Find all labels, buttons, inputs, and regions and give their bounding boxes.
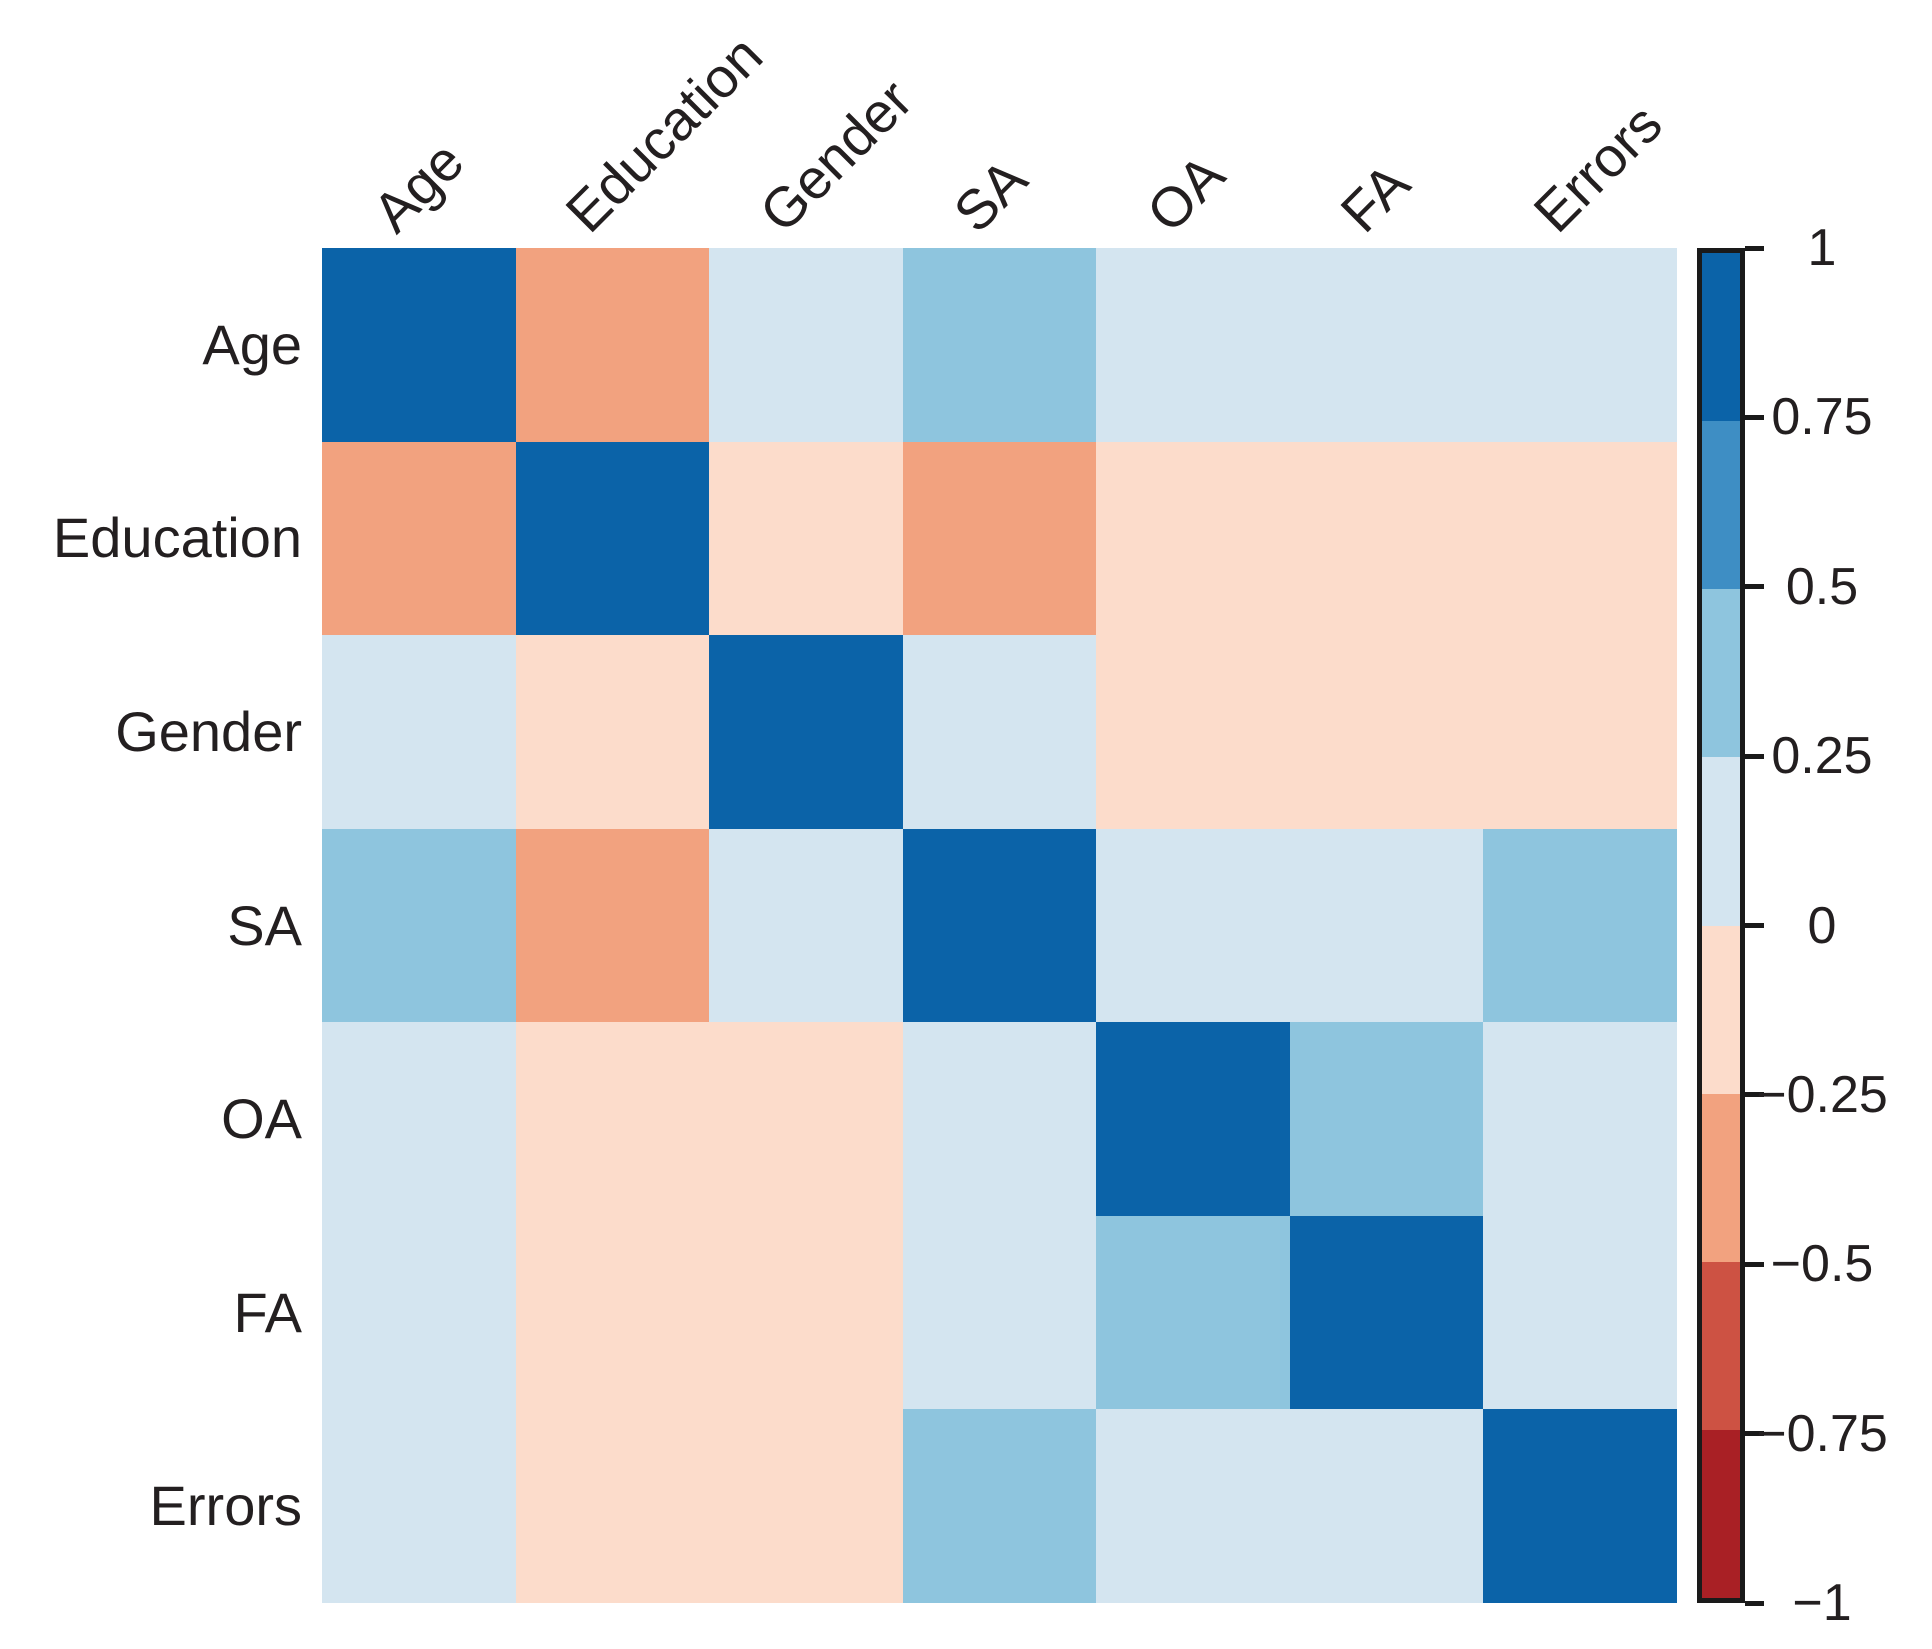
colorbar-tick-label-0.75: 0.75 — [1771, 388, 1873, 447]
colorbar-segment--0.75-to--0.5 — [1702, 1261, 1740, 1430]
heatmap-cell-Gender-Errors — [1483, 635, 1677, 829]
heatmap-cell-Gender-OA — [1096, 635, 1290, 829]
colorbar-tick-label--1: −1 — [1792, 1574, 1852, 1632]
heatmap-cell-SA-Gender — [709, 828, 903, 1023]
heatmap-cell-Education-FA — [1289, 441, 1484, 636]
row-label-SA: SA — [227, 893, 302, 957]
colorbar — [1697, 248, 1745, 1603]
heatmap-cell-FA-Age — [322, 1215, 516, 1410]
column-label-Education: Education — [553, 23, 775, 245]
colorbar-segment-0.75-to-1 — [1702, 253, 1740, 422]
colorbar-segment-0.25-to-0.5 — [1702, 589, 1740, 758]
heatmap-cell-FA-Education — [515, 1215, 710, 1410]
heatmap-cell-Age-Errors — [1483, 248, 1677, 442]
heatmap-cell-OA-Gender — [709, 1022, 903, 1216]
heatmap-cell-FA-SA — [902, 1215, 1097, 1410]
colorbar-tick-0.75 — [1745, 414, 1764, 420]
heatmap-cell-Education-Gender — [709, 441, 903, 636]
colorbar-tick--1 — [1745, 1600, 1764, 1606]
colorbar-tick-label--0.5: −0.5 — [1770, 1235, 1874, 1294]
colorbar-tick-1 — [1745, 245, 1764, 251]
heatmap-cell-SA-Age — [322, 828, 516, 1023]
column-label-SA: SA — [940, 146, 1039, 244]
row-label-FA: FA — [233, 1280, 302, 1344]
colorbar-segment-0.5-to-0.75 — [1702, 421, 1740, 590]
colorbar-tick-0.25 — [1745, 753, 1764, 759]
column-label-FA: FA — [1328, 151, 1422, 244]
column-label-OA: OA — [1134, 142, 1237, 244]
column-label-Gender: Gender — [747, 67, 925, 244]
colorbar-tick-label-0: 0 — [1807, 896, 1837, 955]
heatmap-cell-OA-Errors — [1483, 1022, 1677, 1216]
heatmap-cell-Errors-Errors — [1483, 1409, 1677, 1603]
heatmap-cell-Errors-SA — [902, 1409, 1097, 1603]
heatmap-cell-SA-OA — [1096, 828, 1290, 1023]
heatmap-cell-Errors-Education — [515, 1409, 710, 1603]
heatmap-grid — [322, 248, 1677, 1603]
heatmap-cell-FA-FA — [1289, 1215, 1484, 1410]
colorbar-tick--0.5 — [1745, 1261, 1764, 1267]
heatmap-cell-Education-SA — [902, 441, 1097, 636]
heatmap-cell-Errors-FA — [1289, 1409, 1484, 1603]
heatmap-cell-Age-Gender — [709, 248, 903, 442]
colorbar-tick-label-0.25: 0.25 — [1771, 727, 1873, 786]
heatmap-cell-OA-SA — [902, 1022, 1097, 1216]
heatmap-cell-Age-FA — [1289, 248, 1484, 442]
colorbar-segment--0.25-to-0 — [1702, 925, 1740, 1094]
heatmap-cell-OA-Education — [515, 1022, 710, 1216]
heatmap-cell-Education-Education — [515, 441, 710, 636]
colorbar-tick-label--0.25: −0.25 — [1756, 1065, 1888, 1124]
colorbar-segment--0.5-to--0.25 — [1702, 1093, 1740, 1262]
heatmap-cell-OA-FA — [1289, 1022, 1484, 1216]
heatmap-cell-Age-Education — [515, 248, 710, 442]
colorbar-segment--1-to--0.75 — [1702, 1429, 1740, 1598]
heatmap-cell-FA-Gender — [709, 1215, 903, 1410]
row-label-Education: Education — [52, 506, 302, 570]
colorbar-segment-0-to-0.25 — [1702, 757, 1740, 926]
colorbar-tick-label--0.75: −0.75 — [1756, 1404, 1888, 1463]
colorbar-tick-0.5 — [1745, 584, 1764, 590]
heatmap-cell-Age-OA — [1096, 248, 1290, 442]
column-label-Errors: Errors — [1521, 91, 1675, 244]
heatmap-cell-Errors-OA — [1096, 1409, 1290, 1603]
heatmap-cell-OA-OA — [1096, 1022, 1290, 1216]
heatmap-cell-Gender-SA — [902, 635, 1097, 829]
heatmap-cell-Errors-Gender — [709, 1409, 903, 1603]
heatmap-cell-Education-Errors — [1483, 441, 1677, 636]
heatmap-cell-Education-OA — [1096, 441, 1290, 636]
row-label-Age: Age — [202, 312, 302, 376]
heatmap-cell-Errors-Age — [322, 1409, 516, 1603]
heatmap-cell-FA-OA — [1096, 1215, 1290, 1410]
row-label-Gender: Gender — [115, 699, 302, 763]
heatmap-cell-SA-Education — [515, 828, 710, 1023]
colorbar-tick--0.25 — [1745, 1092, 1764, 1098]
heatmap-cell-OA-Age — [322, 1022, 516, 1216]
heatmap-cell-Gender-Age — [322, 635, 516, 829]
colorbar-tick-label-0.5: 0.5 — [1785, 557, 1859, 616]
colorbar-tick-0 — [1745, 923, 1764, 928]
heatmap-cell-FA-Errors — [1483, 1215, 1677, 1410]
heatmap-cell-SA-FA — [1289, 828, 1484, 1023]
heatmap-cell-SA-SA — [902, 828, 1097, 1023]
heatmap-cell-Gender-Gender — [709, 635, 903, 829]
heatmap-cell-Gender-FA — [1289, 635, 1484, 829]
heatmap-cell-Age-Age — [322, 248, 516, 442]
column-label-Age: Age — [360, 128, 476, 244]
heatmap-cell-SA-Errors — [1483, 828, 1677, 1023]
colorbar-tick-label-1: 1 — [1807, 219, 1837, 277]
heatmap-cell-Education-Age — [322, 441, 516, 636]
row-label-OA: OA — [221, 1087, 302, 1151]
colorbar-tick--0.75 — [1745, 1431, 1764, 1437]
heatmap-cell-Age-SA — [902, 248, 1097, 442]
row-label-Errors: Errors — [149, 1474, 302, 1538]
heatmap-cell-Gender-Education — [515, 635, 710, 829]
